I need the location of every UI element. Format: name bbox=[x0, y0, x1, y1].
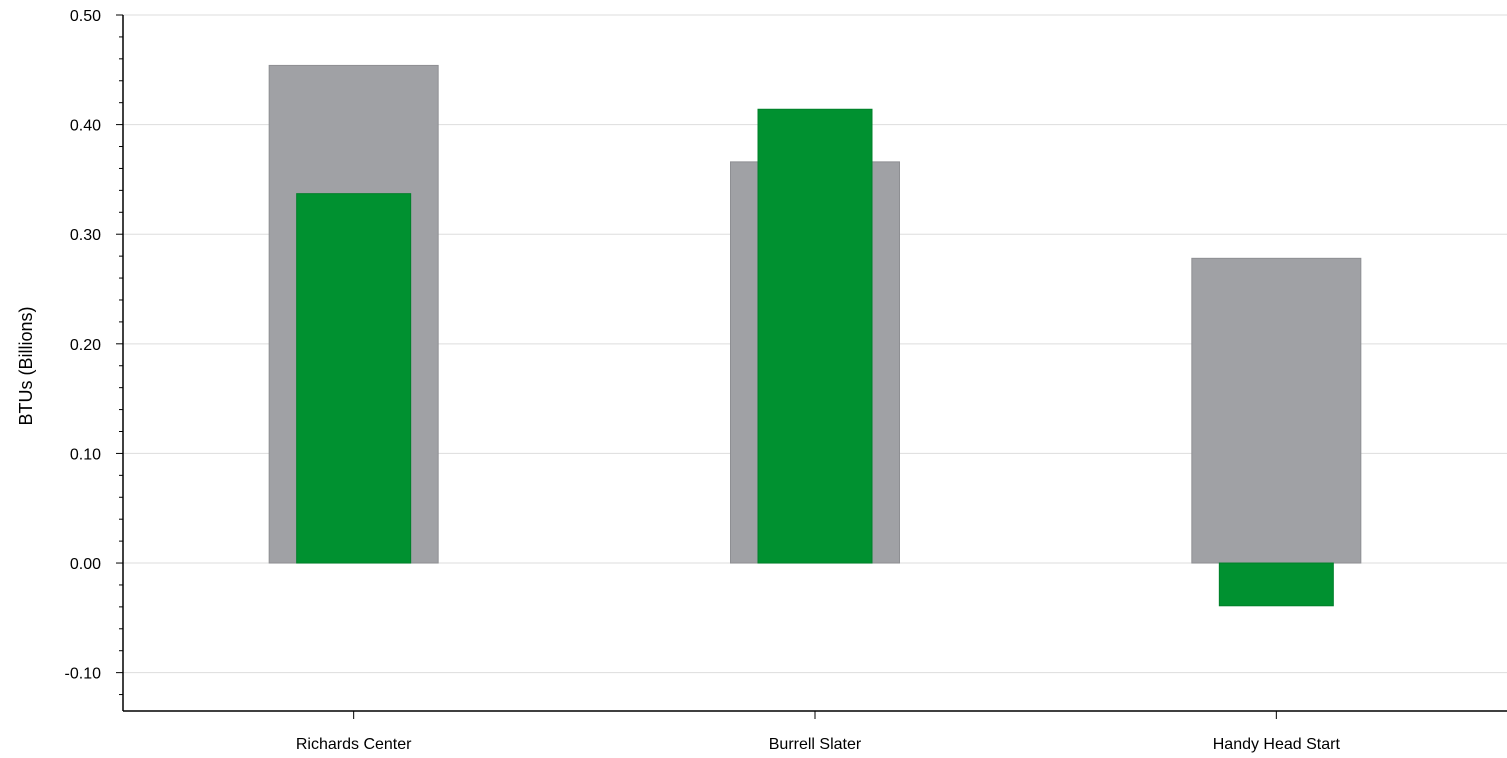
y-tick-label: 0.00 bbox=[70, 556, 101, 573]
bar-series2-richards-center bbox=[297, 194, 411, 563]
x-axis-ticks: Richards Center Burrell Slater Handy Head … bbox=[296, 711, 1341, 753]
y-tick-label: 0.50 bbox=[70, 8, 101, 25]
y-tick-label: 0.10 bbox=[70, 446, 101, 463]
y-axis-title: BTUs (Billions) bbox=[16, 306, 36, 425]
x-tick-label: Handy Head Start bbox=[1213, 736, 1341, 753]
y-tick-label: 0.40 bbox=[70, 118, 101, 135]
bars bbox=[269, 65, 1361, 605]
x-tick-label: Richards Center bbox=[296, 736, 412, 753]
y-tick-label: 0.30 bbox=[70, 227, 101, 244]
x-tick-label: Burrell Slater bbox=[769, 736, 862, 753]
y-tick-label: -0.10 bbox=[65, 666, 102, 683]
bar-series1-handy-head-start bbox=[1192, 258, 1361, 563]
y-axis-ticks: -0.10 0.00 0.10 0.20 0.30 0.40 0.50 bbox=[65, 8, 123, 695]
bar-series2-handy-head-start bbox=[1219, 563, 1333, 606]
bar-series2-burrell-slater bbox=[758, 109, 872, 563]
y-tick-label: 0.20 bbox=[70, 337, 101, 354]
